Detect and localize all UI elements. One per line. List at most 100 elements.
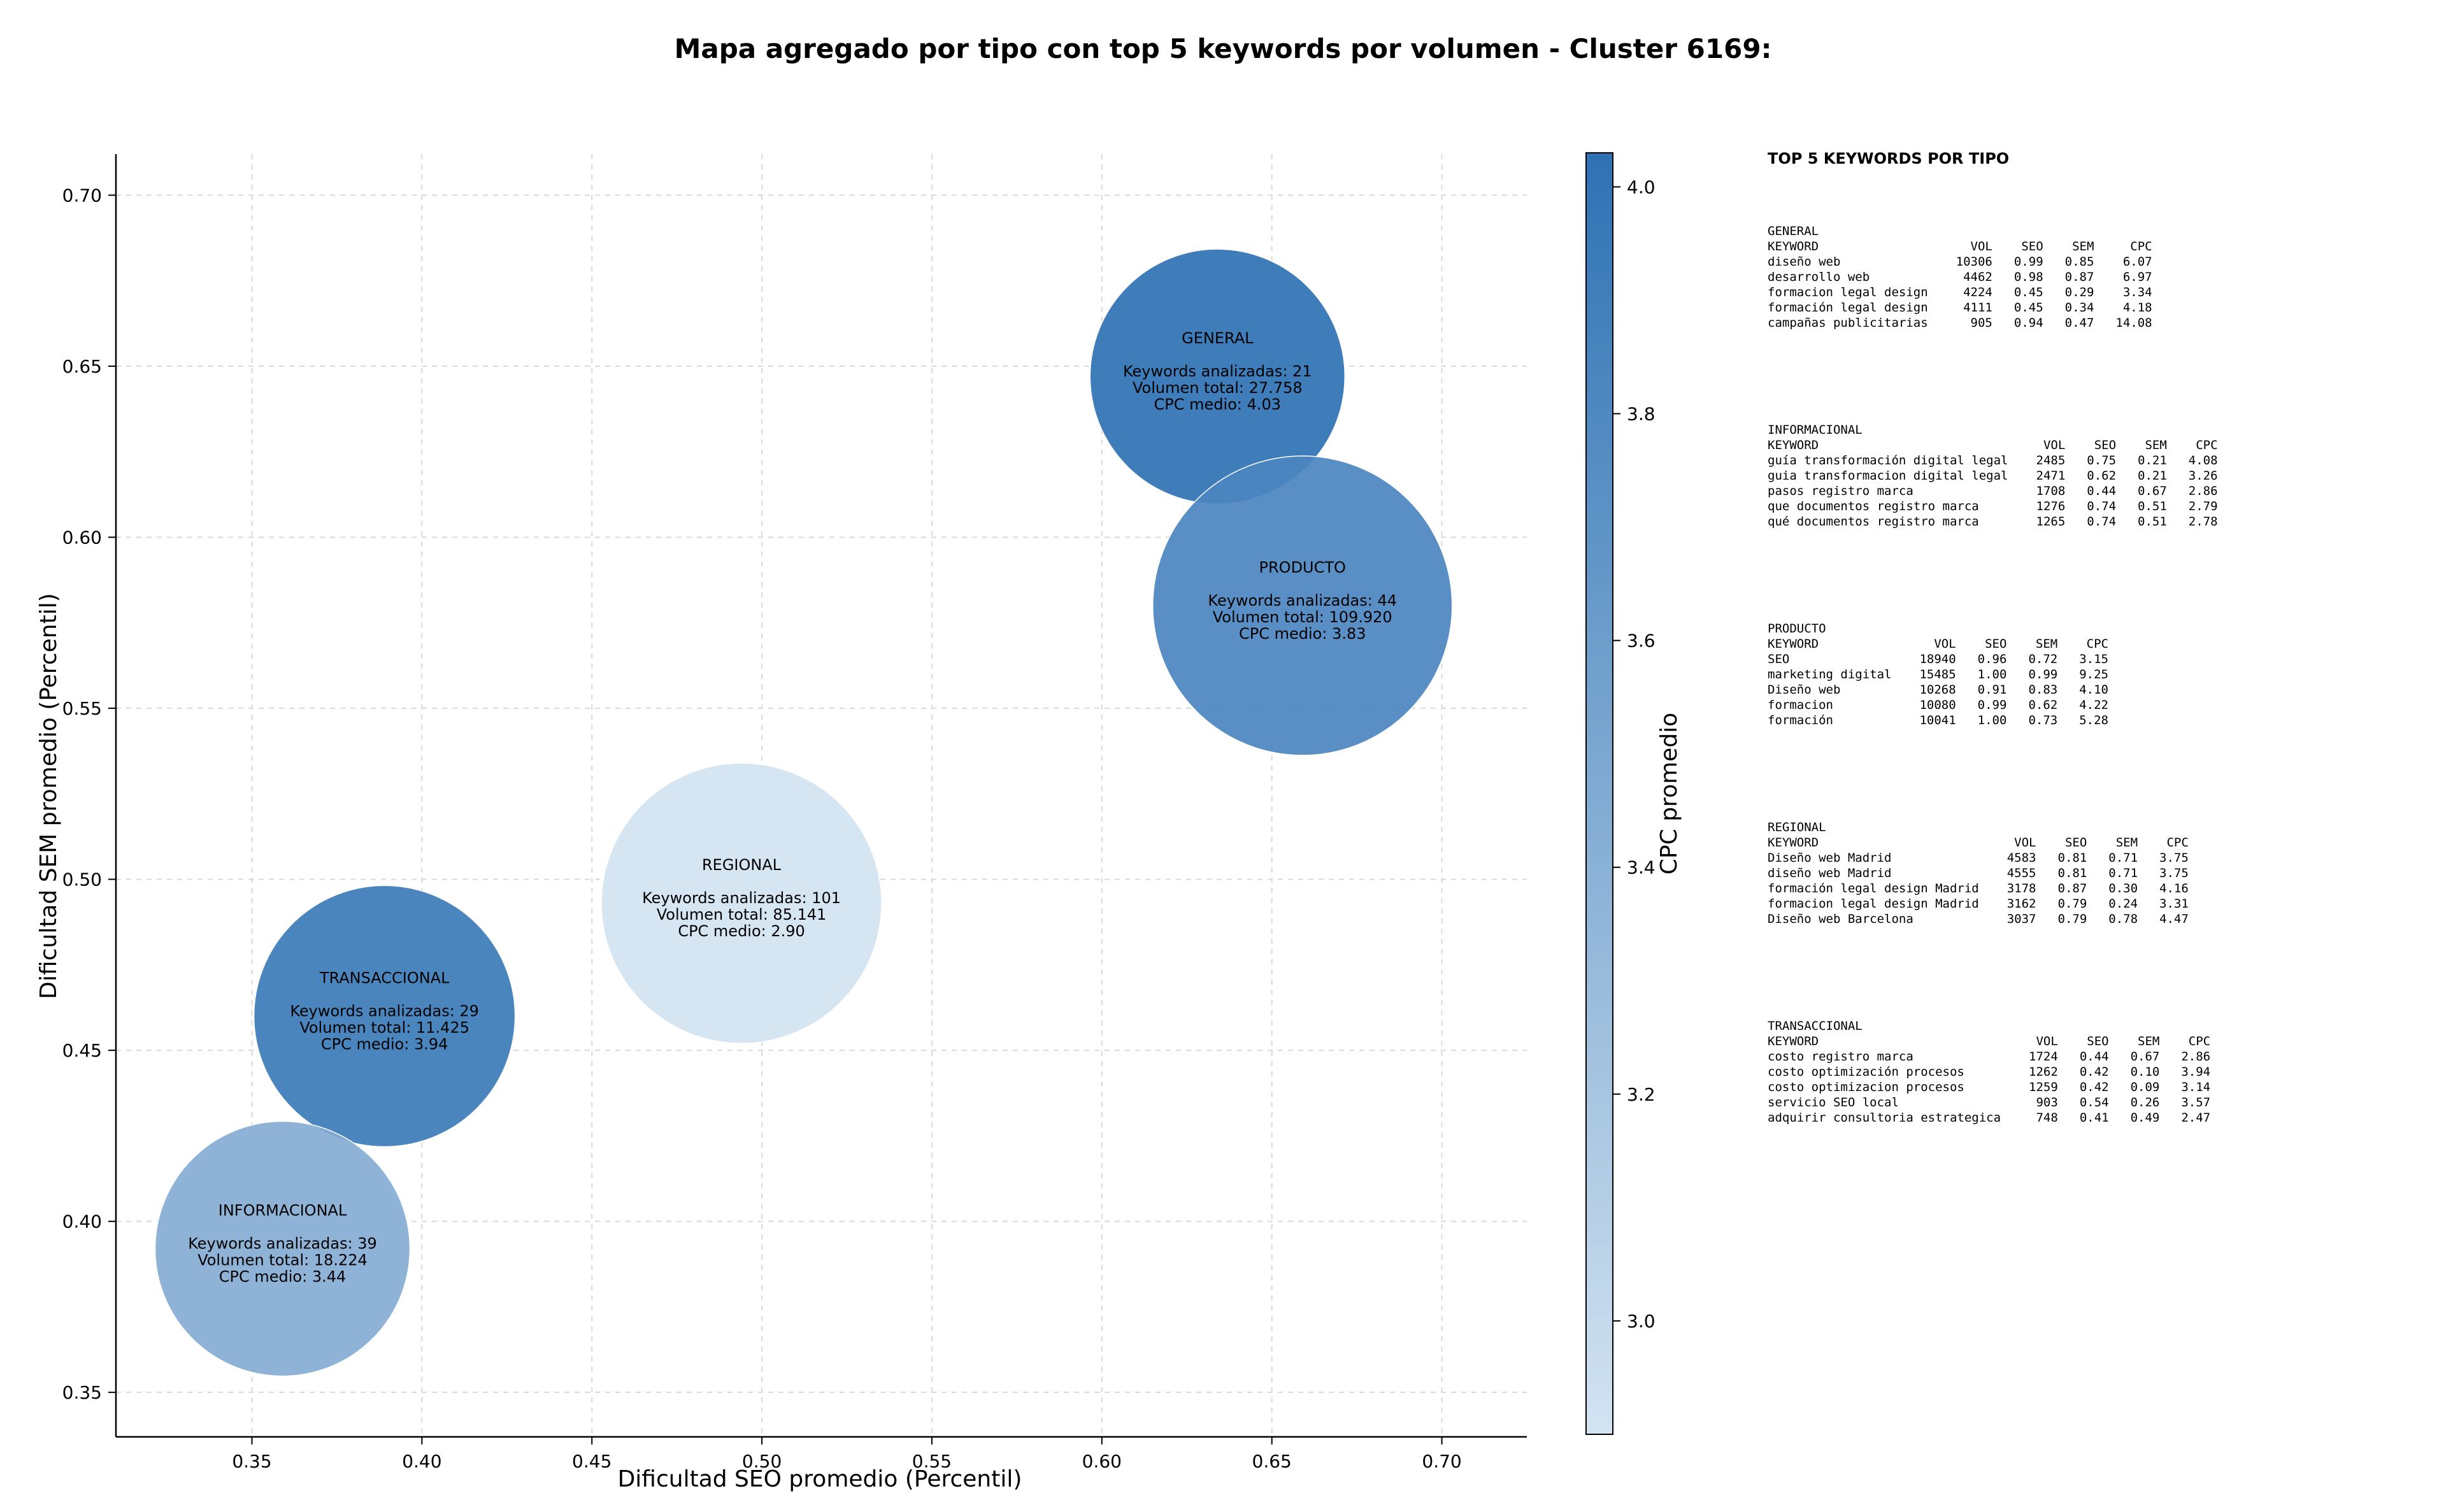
table-row: Diseño web 10268 0.91 0.83 4.10 <box>1768 682 2108 697</box>
value-cell: 0.99 <box>1977 698 2007 712</box>
table-row: SEO 18940 0.96 0.72 3.15 <box>1768 652 2108 667</box>
keyword-cell: desarrollo web <box>1768 270 1870 284</box>
x-tick-label: 0.55 <box>912 1451 952 1472</box>
value-cell: 0.87 <box>2064 270 2094 284</box>
x-tick-label: 0.60 <box>1082 1451 1122 1472</box>
column-header: VOL <box>1970 239 1992 253</box>
value-cell: 3.34 <box>2122 285 2152 299</box>
colorbar-gradient <box>1585 152 1613 1435</box>
column-header: CPC <box>2196 438 2218 452</box>
value-cell: 2.79 <box>2188 499 2218 513</box>
value-cell: 0.96 <box>1977 652 2007 666</box>
y-tick-label: 0.35 <box>62 1382 102 1403</box>
y-tick-label: 0.45 <box>62 1040 102 1061</box>
value-cell: 6.07 <box>2122 255 2152 269</box>
value-cell: 0.51 <box>2138 499 2167 513</box>
bubble-label: PRODUCTO <box>1259 559 1346 576</box>
column-header: SEM <box>2072 239 2094 253</box>
value-cell: 3.75 <box>2159 866 2189 880</box>
table-row: Diseño web Madrid 4583 0.81 0.71 3.75 <box>1768 850 2189 866</box>
colorbar-tick-label: 3.2 <box>1627 1084 1656 1105</box>
value-cell: 1724 <box>2029 1050 2058 1064</box>
x-tick-label: 0.70 <box>1422 1451 1461 1472</box>
bubble-detail: Keywords analizadas: 39 <box>188 1235 377 1253</box>
bubble-detail: Volumen total: 85.141 <box>657 906 827 924</box>
value-cell: 2.47 <box>2181 1111 2211 1125</box>
bubble-detail: CPC medio: 4.03 <box>1154 396 1282 413</box>
group-heading: GENERAL <box>1768 224 1819 238</box>
value-cell: 0.98 <box>2013 270 2043 284</box>
value-cell: 2.78 <box>2188 515 2218 529</box>
value-cell: 0.54 <box>2079 1095 2109 1109</box>
value-cell: 0.30 <box>2108 881 2138 895</box>
table-header-row: KEYWORD VOL SEO SEM CPC <box>1768 438 2218 453</box>
value-cell: 1262 <box>2029 1065 2058 1079</box>
bubble-transaccional: TRANSACCIONAL Keywords analizadas: 29Volu… <box>253 885 516 1148</box>
keyword-group-informacional: INFORMACIONAL KEYWORD VOL SEO SEM CPC guía tra… <box>1768 422 2430 529</box>
table-row: formacion legal design Madrid 3162 0.79 0.2… <box>1768 896 2189 911</box>
value-cell: 0.29 <box>2064 285 2094 299</box>
value-cell: 3.75 <box>2159 851 2189 865</box>
table-header-row: KEYWORD VOL SEO SEM CPC <box>1768 636 2108 652</box>
table-row: campañas publicitarias 905 0.94 0.47 14.08 <box>1768 315 2152 331</box>
value-cell: 0.72 <box>2028 652 2058 666</box>
x-tick-label: 0.50 <box>742 1451 782 1472</box>
keyword-group-transaccional: TRANSACCIONAL KEYWORD VOL SEO SEM CPC costo re… <box>1768 1018 2430 1125</box>
column-header: KEYWORD <box>1768 239 1819 253</box>
bubble-detail: Keywords analizadas: 44 <box>1208 592 1397 610</box>
keyword-group-regional: REGIONAL KEYWORD VOL SEO SEM CPC Diseño web Ma… <box>1768 820 2430 927</box>
y-tick-label: 0.70 <box>62 185 102 206</box>
value-cell: 0.87 <box>2057 881 2087 895</box>
table-row: desarrollo web 4462 0.98 0.87 6.97 <box>1768 269 2152 285</box>
value-cell: 2.86 <box>2181 1050 2211 1064</box>
column-header: SEO <box>2087 1034 2109 1048</box>
axes: 0.35 0.40 0.45 0.50 0.55 0.60 0.65 0.70 0.35 0.40… <box>62 154 1527 1472</box>
bubble-informacional: INFORMACIONAL Keywords analizadas: 39Volu… <box>154 1120 411 1377</box>
value-cell: 4111 <box>1963 301 1992 315</box>
keyword-table: KEYWORD VOL SEO SEM CPC SEO 18940 0.96 0.72 3.15 m… <box>1768 636 2108 728</box>
column-header: SEM <box>2035 637 2058 651</box>
value-cell: 0.74 <box>2087 515 2117 529</box>
column-header: CPC <box>2166 836 2189 850</box>
table-header-row: KEYWORD VOL SEO SEM CPC <box>1768 835 2189 850</box>
bubble-detail: Volumen total: 18.224 <box>197 1252 368 1269</box>
y-tick-label: 0.50 <box>62 869 102 890</box>
keyword-cell: SEO <box>1768 652 1790 666</box>
value-cell: 4583 <box>2006 851 2036 865</box>
colorbar-tick-label: 3.6 <box>1627 631 1656 652</box>
value-cell: 2.86 <box>2188 484 2218 498</box>
column-header: CPC <box>2130 239 2152 253</box>
bubble-label: TRANSACCIONAL <box>319 969 450 987</box>
table-row: diseño web 10306 0.99 0.85 6.07 <box>1768 254 2152 269</box>
bubble-detail: Volumen total: 11.425 <box>299 1018 469 1036</box>
value-cell: 10080 <box>1919 698 1956 712</box>
value-cell: 1265 <box>2036 515 2066 529</box>
value-cell: 0.44 <box>2087 484 2117 498</box>
table-row: marketing digital 15485 1.00 0.99 9.25 <box>1768 667 2108 682</box>
bubble-detail: Volumen total: 109.920 <box>1213 608 1392 626</box>
bubble-detail: Keywords analizadas: 29 <box>290 1002 479 1020</box>
value-cell: 0.44 <box>2079 1050 2109 1064</box>
column-header: CPC <box>2086 637 2108 651</box>
keyword-cell: formación <box>1768 713 1833 727</box>
value-cell: 0.74 <box>2087 499 2117 513</box>
keyword-cell: formacion <box>1768 698 1833 712</box>
keyword-group-general: GENERAL KEYWORD VOL SEO SEM CPC diseño web 1030… <box>1768 224 2430 331</box>
value-cell: 0.79 <box>2057 897 2087 911</box>
value-cell: 4462 <box>1963 270 1992 284</box>
value-cell: 0.94 <box>2013 316 2043 330</box>
colorbar-tick-label: 3.0 <box>1627 1311 1656 1332</box>
value-cell: 5.28 <box>2079 713 2108 727</box>
value-cell: 4224 <box>1963 285 1992 299</box>
bubble-detail: Keywords analizadas: 21 <box>1123 362 1312 380</box>
keyword-cell: campañas publicitarias <box>1768 316 1928 330</box>
bubble-circle <box>154 1120 411 1377</box>
value-cell: 4.22 <box>2079 698 2108 712</box>
value-cell: 0.24 <box>2108 897 2138 911</box>
value-cell: 0.71 <box>2108 851 2138 865</box>
keyword-cell: Diseño web <box>1768 683 1841 697</box>
keyword-cell: que documentos registro marca <box>1768 499 1979 513</box>
value-cell: 0.67 <box>2130 1050 2160 1064</box>
value-cell: 4.08 <box>2188 453 2218 467</box>
